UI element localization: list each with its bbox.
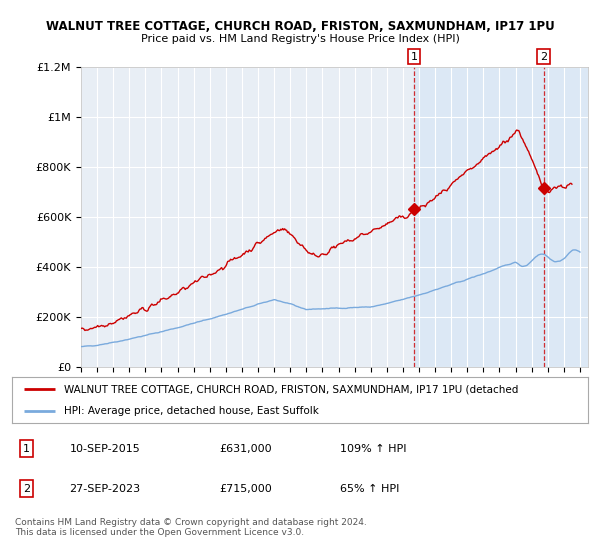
Text: £631,000: £631,000: [220, 444, 272, 454]
Bar: [544, 67, 588, 367]
Text: 27-SEP-2023: 27-SEP-2023: [70, 484, 141, 493]
Bar: [414, 67, 588, 367]
Text: 65% ↑ HPI: 65% ↑ HPI: [340, 484, 400, 493]
Text: 10-SEP-2015: 10-SEP-2015: [70, 444, 140, 454]
Text: Price paid vs. HM Land Registry's House Price Index (HPI): Price paid vs. HM Land Registry's House …: [140, 34, 460, 44]
Text: WALNUT TREE COTTAGE, CHURCH ROAD, FRISTON, SAXMUNDHAM, IP17 1PU: WALNUT TREE COTTAGE, CHURCH ROAD, FRISTO…: [46, 20, 554, 32]
Text: 1: 1: [410, 52, 418, 62]
Text: 1: 1: [23, 444, 30, 454]
Text: WALNUT TREE COTTAGE, CHURCH ROAD, FRISTON, SAXMUNDHAM, IP17 1PU (detached: WALNUT TREE COTTAGE, CHURCH ROAD, FRISTO…: [64, 384, 518, 394]
Text: £715,000: £715,000: [220, 484, 272, 493]
Text: 2: 2: [540, 52, 547, 62]
Text: 2: 2: [23, 484, 30, 493]
Text: 109% ↑ HPI: 109% ↑ HPI: [340, 444, 407, 454]
Text: Contains HM Land Registry data © Crown copyright and database right 2024.
This d: Contains HM Land Registry data © Crown c…: [15, 518, 367, 538]
Text: HPI: Average price, detached house, East Suffolk: HPI: Average price, detached house, East…: [64, 407, 319, 416]
